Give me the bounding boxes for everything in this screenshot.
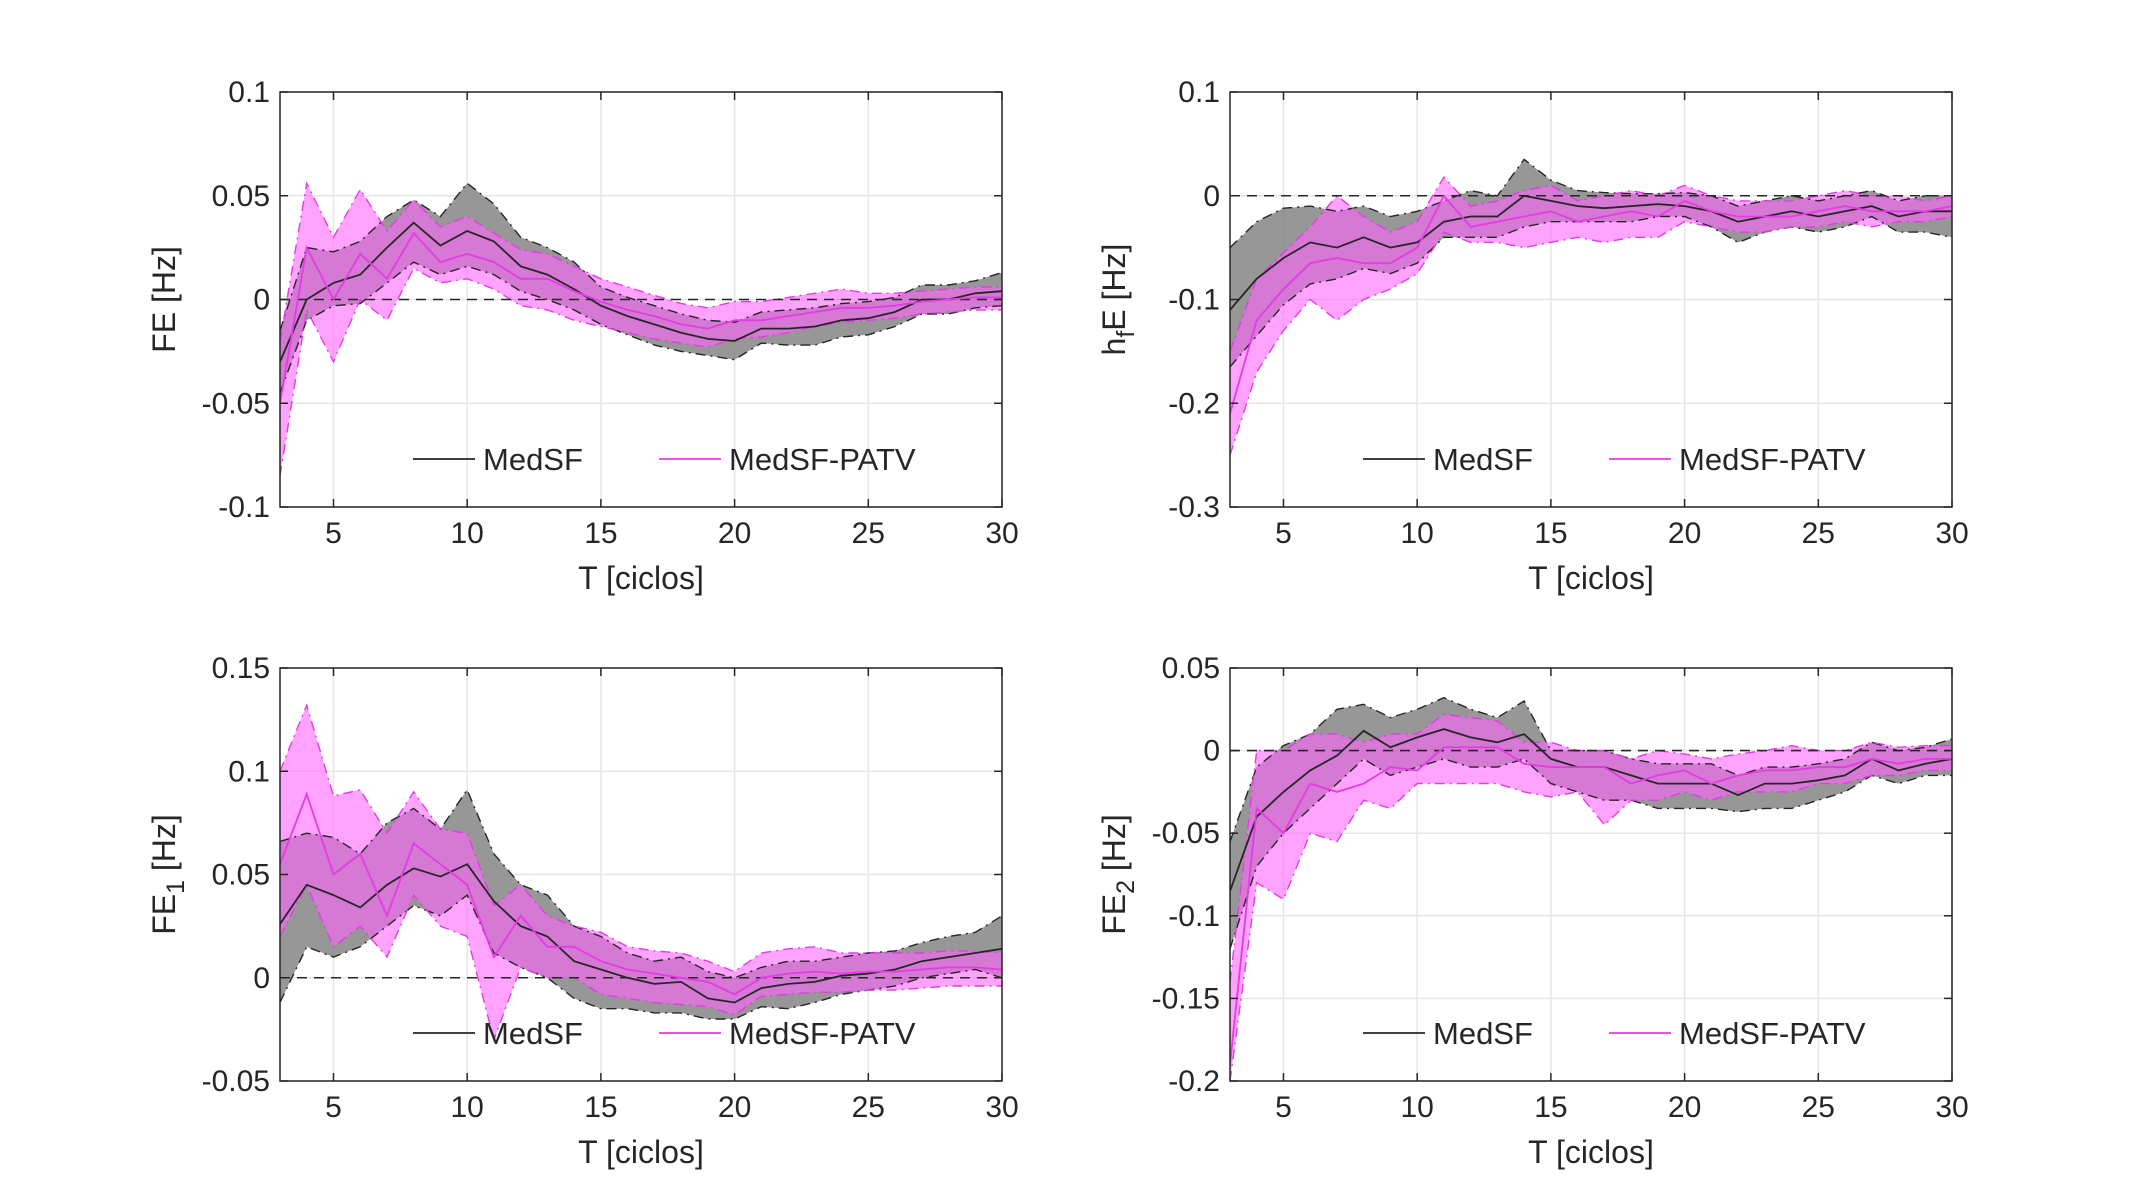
band-upper-edge — [280, 181, 1002, 342]
legend-label-medsf-patv: MedSF-PATV — [729, 442, 916, 477]
band-lower-edge — [1230, 758, 1952, 950]
y-tick-label: -0.1 — [218, 491, 270, 524]
panel-1: 5 10 15 20 25 30 -0.1 -0.05 0 0.05 0.1 T [ciclos] FE… — [146, 76, 1019, 596]
y-tick-label: -0.2 — [1168, 1065, 1220, 1098]
legend-label-medsf-patv: MedSF-PATV — [729, 1016, 916, 1051]
y-tick-label: 0 — [253, 962, 270, 995]
band-lower-edge — [280, 894, 1002, 1020]
y-tick-label: 0.05 — [1162, 652, 1220, 685]
x-tick-label: 20 — [1668, 1091, 1701, 1124]
y-tick-label: 0.05 — [212, 859, 270, 892]
y-axis-label: FE1 [Hz] — [146, 814, 190, 935]
y-tick-label: -0.1 — [1168, 284, 1220, 317]
band-upper-edge — [280, 703, 1002, 973]
x-axis-label: T [ciclos] — [1528, 1134, 1654, 1170]
band-medsf-patv — [280, 705, 1002, 1040]
x-tick-label: 10 — [450, 1091, 483, 1124]
legend: MedSF MedSF-PATV — [413, 1016, 916, 1051]
series-line-medsf-patv — [280, 231, 1002, 404]
band-upper-edge — [1230, 158, 1952, 249]
panel-2: 5 10 15 20 25 30 -0.3 -0.2 -0.1 0 0.1 T [ciclos] hfE… — [1096, 76, 1969, 596]
band-lower-edge — [280, 267, 1002, 477]
series-line-medsf — [280, 221, 1002, 363]
y-tick-label: -0.15 — [1152, 982, 1220, 1015]
y-tick-label: 0 — [1203, 180, 1220, 213]
x-tick-label: 20 — [718, 1091, 751, 1124]
y-tick-label: 0 — [253, 284, 270, 317]
x-tick-label: 20 — [718, 517, 751, 550]
legend-label-medsf-patv: MedSF-PATV — [1679, 442, 1866, 477]
band-lower-edge — [1230, 215, 1952, 456]
series-line-medsf-patv — [1230, 746, 1952, 1065]
band-upper-edge — [280, 182, 1002, 331]
y-tick-label: 0.15 — [212, 652, 270, 685]
y-tick-label: -0.2 — [1168, 387, 1220, 420]
x-tick-label: 30 — [985, 517, 1018, 550]
y-tick-label: -0.05 — [1152, 817, 1220, 850]
y-tick-label: 0.1 — [228, 755, 270, 788]
panel-4: 5 10 15 20 25 30 -0.2 -0.15 -0.1 -0.05 0 0.05 T [cic… — [1096, 652, 1969, 1170]
x-tick-label: 5 — [1275, 517, 1292, 550]
x-axis-label: T [ciclos] — [578, 560, 704, 596]
x-axis-label: T [ciclos] — [1528, 560, 1654, 596]
x-tick-label: 25 — [1802, 1091, 1835, 1124]
x-tick-label: 10 — [1400, 517, 1433, 550]
x-tick-label: 15 — [1534, 1091, 1567, 1124]
y-tick-label: -0.05 — [202, 387, 270, 420]
series-line-medsf — [1230, 194, 1952, 311]
series-line-medsf-patv — [280, 791, 1002, 996]
panel-3: 5 10 15 20 25 30 -0.05 0 0.05 0.1 0.15 T [ciclos] FE… — [146, 652, 1019, 1170]
x-tick-label: 10 — [450, 517, 483, 550]
legend: MedSF MedSF-PATV — [1363, 442, 1866, 477]
y-axis-label: hfE [Hz] — [1096, 244, 1140, 356]
y-tick-label: 0.05 — [212, 180, 270, 213]
legend-label-medsf: MedSF — [483, 442, 583, 477]
x-tick-label: 15 — [1534, 517, 1567, 550]
y-tick-label: 0.1 — [1178, 76, 1220, 109]
legend-label-medsf: MedSF — [1433, 442, 1533, 477]
x-tick-label: 30 — [1935, 517, 1968, 550]
band-upper-edge — [280, 788, 1002, 979]
x-tick-label: 5 — [1275, 1091, 1292, 1124]
x-tick-label: 5 — [325, 1091, 342, 1124]
x-axis-label: T [ciclos] — [578, 1134, 704, 1170]
x-tick-label: 30 — [985, 1091, 1018, 1124]
band-lower-edge — [280, 261, 1002, 394]
series-line-medsf-patv — [1230, 194, 1952, 414]
x-tick-label: 15 — [584, 1091, 617, 1124]
band-upper-edge — [1230, 713, 1952, 982]
band-medsf-patv — [1230, 177, 1952, 456]
y-tick-label: 0.1 — [228, 76, 270, 109]
x-tick-label: 25 — [852, 1091, 885, 1124]
y-tick-label: -0.3 — [1168, 491, 1220, 524]
x-tick-label: 25 — [1802, 517, 1835, 550]
x-tick-label: 20 — [1668, 517, 1701, 550]
y-tick-label: 0 — [1203, 735, 1220, 768]
x-tick-label: 10 — [1400, 1091, 1433, 1124]
x-tick-label: 5 — [325, 517, 342, 550]
axes-box — [1229, 667, 1953, 1082]
band-upper-edge — [1230, 175, 1952, 352]
y-axis-label: FE [Hz] — [146, 246, 182, 353]
y-tick-label: -0.1 — [1168, 900, 1220, 933]
y-tick-label: -0.05 — [202, 1065, 270, 1098]
band-lower-edge — [1230, 769, 1952, 1081]
legend-label-medsf: MedSF — [483, 1016, 583, 1051]
x-tick-label: 15 — [584, 517, 617, 550]
legend: MedSF MedSF-PATV — [1363, 1016, 1866, 1051]
legend-label-medsf-patv: MedSF-PATV — [1679, 1016, 1866, 1051]
band-lower-edge — [1230, 215, 1952, 368]
y-axis-label: FE2 [Hz] — [1096, 814, 1140, 935]
x-tick-label: 30 — [1935, 1091, 1968, 1124]
legend: MedSF MedSF-PATV — [413, 442, 916, 477]
x-tick-label: 25 — [852, 517, 885, 550]
legend-label-medsf: MedSF — [1433, 1016, 1533, 1051]
